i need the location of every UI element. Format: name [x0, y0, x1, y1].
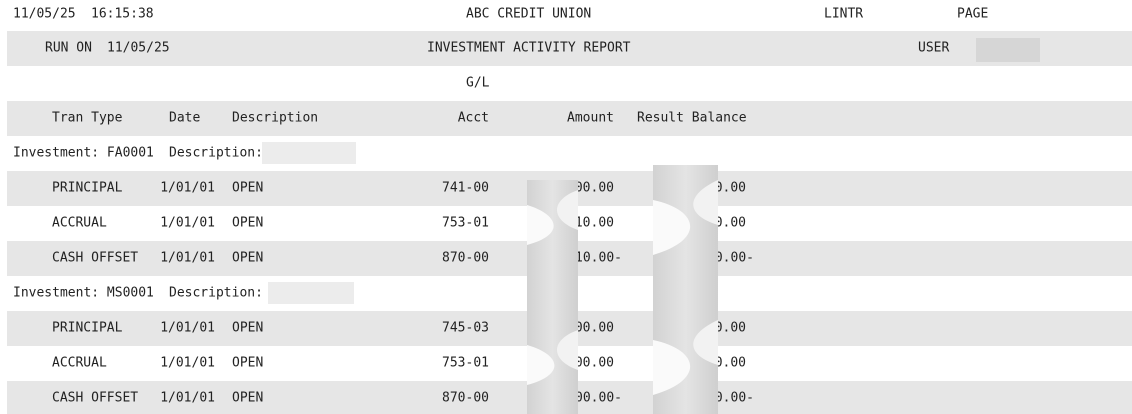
tran-description: OPEN: [232, 321, 263, 336]
description-label: Description:: [169, 286, 263, 301]
column-header: Result Balance: [637, 111, 747, 126]
tran-date: 1/01/01: [160, 181, 215, 196]
redaction-balance: [653, 165, 718, 414]
gl-acct: 745-03: [442, 321, 489, 336]
tran-type: CASH OFFSET: [52, 391, 138, 406]
run-on-label: RUN ON: [45, 41, 92, 56]
tran-description: OPEN: [232, 181, 263, 196]
investment-label: Investment: FA0001: [13, 146, 154, 161]
print-time: 16:15:38: [91, 7, 154, 22]
column-header: Date: [169, 111, 200, 126]
redaction: [262, 142, 356, 164]
amount: 10.00-: [575, 251, 622, 266]
tran-type: ACCRUAL: [52, 216, 107, 231]
tran-date: 1/01/01: [160, 391, 215, 406]
column-header: Acct: [458, 111, 489, 126]
result-balance: 0.00: [715, 181, 746, 196]
report-code: LINTR: [824, 7, 863, 22]
column-header: G/L: [466, 76, 490, 91]
tran-type: PRINCIPAL: [52, 181, 123, 196]
band: [7, 31, 1132, 66]
run-date: 11/05/25: [107, 41, 170, 56]
tran-description: OPEN: [232, 356, 263, 371]
gl-acct: 753-01: [442, 216, 489, 231]
gl-acct: 741-00: [442, 181, 489, 196]
result-balance: 0.00-: [715, 251, 754, 266]
result-balance: 0.00: [715, 321, 746, 336]
column-header: Tran Type: [52, 111, 123, 126]
tran-date: 1/01/01: [160, 321, 215, 336]
tran-date: 1/01/01: [160, 251, 215, 266]
print-date: 11/05/25: [13, 7, 76, 22]
tran-type: CASH OFFSET: [52, 251, 138, 266]
amount: 00.00-: [575, 391, 622, 406]
description-label: Description:: [169, 146, 263, 161]
amount: 00.00: [575, 181, 614, 196]
amount: 10.00: [575, 216, 614, 231]
investment-label: Investment: MS0001: [13, 286, 154, 301]
tran-type: PRINCIPAL: [52, 321, 123, 336]
result-balance: 0.00: [715, 216, 746, 231]
tran-description: OPEN: [232, 391, 263, 406]
tran-date: 1/01/01: [160, 356, 215, 371]
column-header: Amount: [567, 111, 614, 126]
report-title: INVESTMENT ACTIVITY REPORT: [427, 41, 631, 56]
gl-acct: 870-00: [442, 391, 489, 406]
tran-type: ACCRUAL: [52, 356, 107, 371]
column-header: Description: [232, 111, 318, 126]
tran-description: OPEN: [232, 216, 263, 231]
amount: 00.00: [575, 321, 614, 336]
gl-acct: 753-01: [442, 356, 489, 371]
content: 11/05/25 16:15:38 ABC CREDIT UNION LINTR PAG…: [13, 7, 988, 406]
tran-description: OPEN: [232, 251, 263, 266]
gl-acct: 870-00: [442, 251, 489, 266]
amount: 00.00: [575, 356, 614, 371]
institution: ABC CREDIT UNION: [466, 7, 591, 22]
redaction: [268, 282, 354, 304]
tran-date: 1/01/01: [160, 216, 215, 231]
result-balance: 0.00: [715, 356, 746, 371]
result-balance: 0.00-: [715, 391, 754, 406]
band: [7, 101, 1132, 136]
user-label: USER: [918, 41, 949, 56]
redaction: [976, 38, 1040, 62]
redaction-amount: [527, 180, 578, 414]
page-label: PAGE: [957, 7, 988, 22]
